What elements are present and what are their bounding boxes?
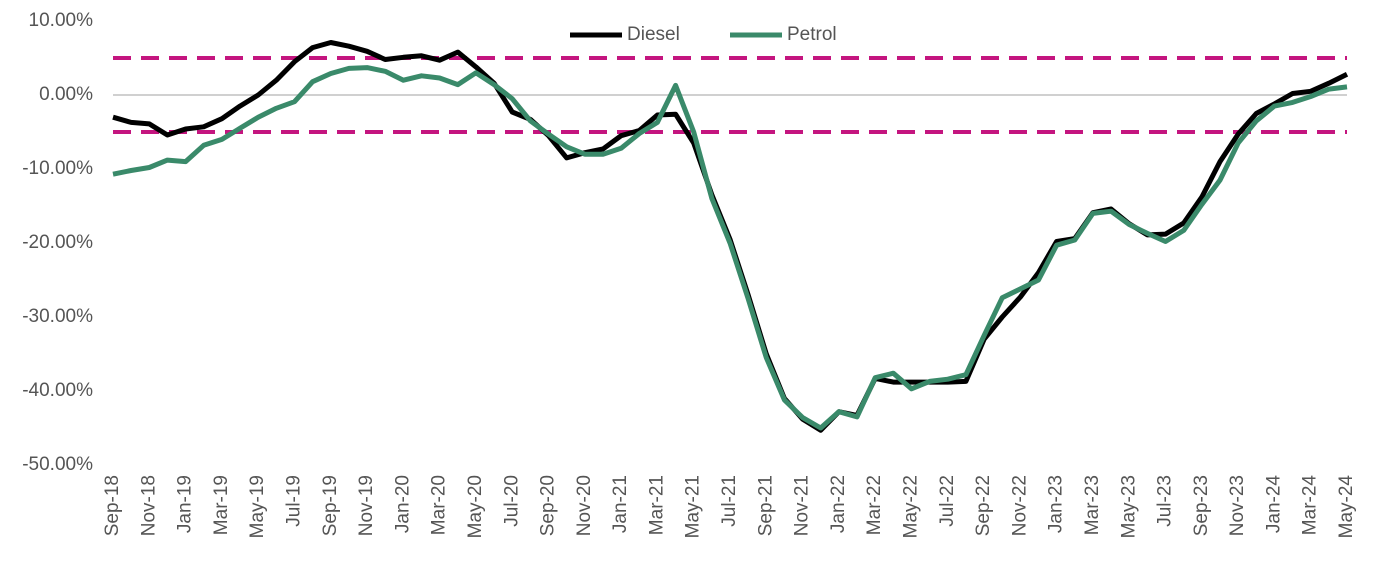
x-tick-label: Mar-22 — [864, 475, 885, 535]
x-tick-label: Mar-20 — [429, 475, 450, 535]
x-tick-label: Jan-21 — [610, 475, 631, 533]
y-tick-label: -30.00% — [22, 306, 93, 327]
y-tick-label: -40.00% — [22, 380, 93, 401]
x-tick-label: Nov-21 — [792, 475, 813, 536]
x-tick-label: Jan-20 — [392, 475, 413, 533]
x-tick-label: May-21 — [683, 475, 704, 538]
y-tick-label: -50.00% — [22, 454, 93, 475]
x-tick-label: Mar-24 — [1300, 475, 1321, 536]
x-tick-label: Sep-19 — [320, 475, 341, 536]
x-tick-label: Sep-20 — [538, 475, 559, 536]
x-tick-label: Nov-20 — [574, 475, 595, 536]
x-tick-label: Sep-21 — [755, 475, 776, 536]
x-tick-label: Jul-21 — [719, 475, 740, 527]
x-tick-label: May-22 — [900, 475, 921, 538]
series-line — [112, 65, 1348, 431]
x-tick-label: Nov-23 — [1227, 475, 1248, 536]
x-tick-label: Nov-19 — [356, 475, 377, 536]
x-tick-label: Jan-22 — [828, 475, 849, 533]
x-tick-label: May-24 — [1336, 475, 1357, 539]
x-tick-label: Jan-24 — [1263, 475, 1284, 534]
x-tick-label: May-23 — [1118, 475, 1139, 538]
legend-label: Diesel — [627, 24, 680, 45]
x-tick-label: May-19 — [247, 475, 268, 538]
x-tick-label: Mar-21 — [646, 475, 667, 535]
x-tick-label: Sep-23 — [1191, 475, 1212, 536]
legend-label: Petrol — [787, 24, 837, 45]
x-tick-label: Sep-18 — [102, 475, 123, 536]
y-tick-label: 10.00% — [29, 10, 94, 31]
x-tick-label: Jul-23 — [1155, 475, 1176, 527]
x-tick-label: Jan-19 — [175, 475, 196, 533]
x-tick-label: Mar-23 — [1082, 475, 1103, 535]
y-tick-label: -10.00% — [22, 158, 93, 179]
x-tick-label: Nov-18 — [138, 475, 159, 536]
x-tick-label: Mar-19 — [211, 475, 232, 535]
x-tick-label: Nov-22 — [1009, 475, 1030, 536]
x-tick-label: Sep-22 — [973, 475, 994, 536]
x-tick-label: May-20 — [465, 475, 486, 538]
y-tick-label: -20.00% — [22, 232, 93, 253]
x-tick-label: Jul-20 — [501, 475, 522, 527]
x-tick-label: Jul-22 — [937, 475, 958, 527]
x-tick-label: Jul-19 — [283, 475, 304, 527]
x-tick-label: Jan-23 — [1046, 475, 1067, 533]
y-tick-label: 0.00% — [39, 84, 93, 105]
